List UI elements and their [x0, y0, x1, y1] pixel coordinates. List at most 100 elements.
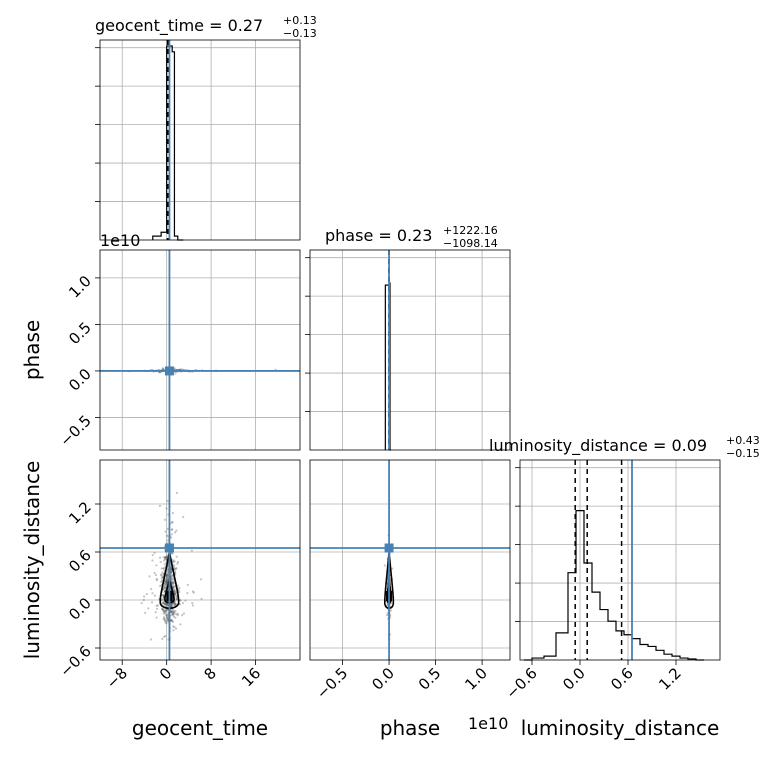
title-luminosity-distance-plus: +0.43	[726, 434, 760, 447]
sample-point	[184, 599, 187, 602]
sample-point	[163, 610, 166, 613]
sample-point	[170, 576, 173, 579]
sample-point	[172, 559, 175, 562]
sample-point	[147, 607, 150, 610]
sample-point	[192, 591, 195, 594]
sample-point	[161, 608, 164, 611]
sample-point	[179, 599, 182, 602]
sample-point	[162, 610, 165, 613]
sample-point	[164, 602, 167, 605]
sample-point	[165, 580, 168, 583]
sample-point	[165, 574, 169, 577]
sample-point	[174, 603, 177, 606]
sample-point	[174, 592, 177, 596]
sample-point	[142, 598, 145, 602]
sample-point	[170, 528, 174, 531]
sample-point	[190, 549, 193, 552]
sample-point	[171, 552, 174, 555]
sample-point	[166, 616, 169, 619]
sample-point	[180, 368, 183, 371]
sample-point	[164, 614, 168, 617]
sample-point	[191, 604, 195, 607]
sample-point	[165, 556, 168, 559]
sample-point	[166, 617, 169, 620]
sample-point	[163, 583, 167, 586]
y-tick-label: 0.5	[65, 319, 95, 349]
sample-point	[175, 491, 179, 494]
sample-point	[174, 603, 177, 606]
sample-point	[161, 367, 164, 370]
sample-point	[171, 613, 174, 616]
sample-point	[173, 367, 176, 370]
sample-point	[182, 612, 186, 615]
sample-point	[186, 583, 189, 586]
sample-point	[171, 602, 174, 605]
sample-point	[165, 534, 169, 537]
sample-point	[175, 566, 178, 570]
sample-point	[175, 594, 178, 597]
sample-point	[164, 603, 167, 606]
sample-point	[166, 580, 169, 583]
xlabel-luminosity-distance: luminosity_distance	[521, 716, 720, 740]
sample-point	[160, 573, 163, 576]
y-tick-label: 0.6	[65, 546, 95, 576]
histogram-phase	[384, 282, 391, 451]
sample-point	[161, 608, 164, 611]
sample-point	[170, 610, 173, 613]
sample-point	[164, 557, 167, 561]
sample-point	[165, 609, 168, 612]
sample-point	[172, 625, 175, 628]
y-tick-label: −0.5	[56, 412, 94, 450]
sample-point	[162, 596, 165, 599]
sample-point	[191, 590, 195, 593]
sample-point	[170, 552, 173, 555]
sample-point	[199, 578, 203, 581]
sample-point	[162, 601, 165, 604]
sample-point	[162, 594, 165, 597]
sample-point	[176, 614, 179, 617]
sample-point	[175, 595, 178, 598]
sample-point	[164, 581, 168, 584]
sample-point	[170, 533, 173, 536]
ylabel-phase: phase	[20, 320, 44, 380]
sample-point	[175, 529, 178, 532]
title-value: 0.09	[671, 436, 707, 455]
sample-point	[161, 637, 164, 640]
sample-point	[175, 598, 178, 601]
xlabel-geocent-time: geocent_time	[132, 716, 268, 740]
sample-point	[161, 575, 164, 578]
title-phase-minus: −1098.14	[443, 237, 498, 250]
sample-point	[162, 367, 165, 370]
sample-point	[181, 613, 184, 617]
sample-point	[171, 619, 174, 623]
sample-point	[165, 605, 168, 608]
sample-point	[389, 609, 392, 612]
sample-point	[166, 574, 169, 577]
sample-point	[163, 557, 167, 560]
sample-point	[158, 504, 162, 507]
sample-point	[166, 603, 169, 606]
sample-point	[163, 610, 167, 613]
sample-point	[170, 578, 173, 581]
sample-point	[166, 527, 169, 531]
x-tick-label: 0.0	[368, 664, 398, 694]
truth-marker	[384, 543, 394, 553]
sample-point	[170, 580, 174, 583]
sample-point	[173, 625, 176, 629]
sample-point	[163, 612, 166, 615]
y-tick-label: 1.0	[65, 272, 95, 302]
sample-point	[163, 563, 166, 566]
sample-point	[170, 603, 173, 607]
sample-point	[169, 603, 173, 606]
sample-point	[171, 585, 174, 588]
sample-point	[165, 507, 168, 510]
panel-frame	[99, 459, 301, 661]
sample-point	[171, 604, 174, 607]
sample-point	[173, 592, 177, 595]
panel-frame	[309, 459, 511, 661]
sample-point	[173, 568, 176, 572]
sample-point	[172, 588, 176, 591]
sample-point	[179, 623, 182, 626]
sample-point	[162, 602, 165, 605]
sample-point	[170, 604, 173, 607]
